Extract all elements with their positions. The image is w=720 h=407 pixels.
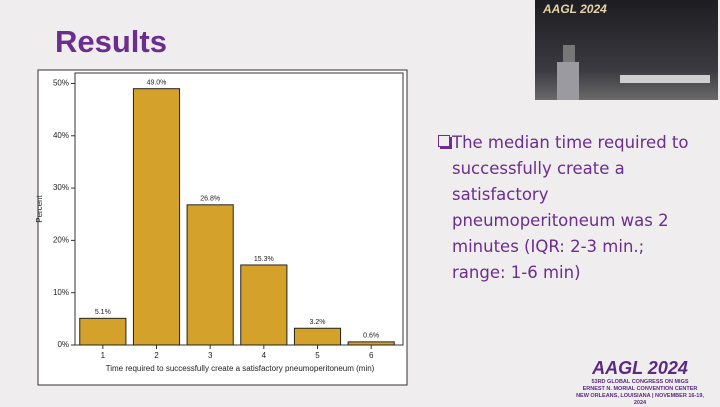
x-tick-label: 2 [154, 351, 159, 360]
value-label: 26.8% [200, 196, 220, 203]
x-axis-label: Time required to successfully create a s… [106, 364, 375, 373]
x-tick-label: 5 [315, 351, 320, 360]
y-tick-label: 30% [53, 183, 69, 192]
footer-line: ERNEST N. MORIAL CONVENTION CENTER [582, 386, 698, 392]
y-tick-label: 40% [53, 131, 69, 140]
bar [186, 204, 234, 346]
footer: AAGL 2024 53RD GLOBAL CONGRESS ON MIGS E… [570, 358, 710, 407]
bar [240, 264, 288, 346]
bullet-text: The median time required to successfully… [452, 133, 689, 282]
video-feed: AAGL 2024 [535, 0, 718, 100]
value-label: 49.0% [147, 80, 167, 87]
y-axis-label: Percent [35, 194, 44, 222]
value-label: 3.2% [310, 319, 326, 326]
value-label: 15.3% [254, 256, 274, 263]
footer-line: NEW ORLEANS, LOUISIANA | NOVEMBER 16-19,… [576, 393, 704, 406]
value-label: 5.1% [95, 309, 111, 316]
y-tick-label: 10% [53, 288, 69, 297]
podium [557, 62, 579, 100]
x-tick-label: 3 [208, 351, 213, 360]
x-tick-label: 4 [262, 351, 267, 360]
panel-table [620, 75, 710, 83]
y-tick-label: 50% [53, 79, 69, 88]
plot-area [74, 72, 404, 346]
footer-logo: AAGL 2024 [592, 358, 688, 378]
x-tick-label: 6 [369, 351, 374, 360]
bar [347, 341, 395, 346]
bar [293, 327, 342, 346]
bar [132, 88, 181, 346]
video-logo: AAGL 2024 [543, 2, 607, 16]
value-label: 0.6% [363, 333, 379, 340]
y-tick-label: 0% [57, 340, 69, 349]
footer-line: 53RD GLOBAL CONGRESS ON MIGS [591, 379, 689, 385]
bullet-box [438, 135, 450, 147]
y-tick-label: 20% [53, 235, 69, 244]
bar [79, 317, 127, 346]
slide-title: Results [55, 24, 167, 59]
x-tick-label: 1 [101, 351, 106, 360]
